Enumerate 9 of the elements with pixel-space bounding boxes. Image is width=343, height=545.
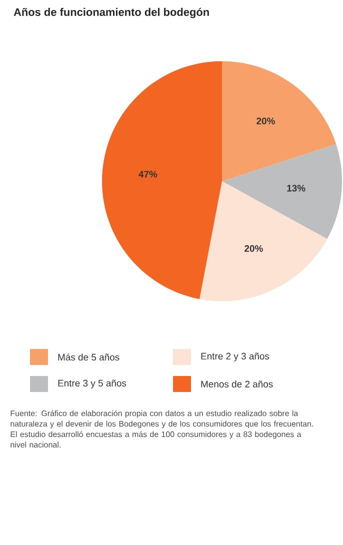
data-label: 13% — [287, 184, 306, 192]
legend-label: Entre 2 y 3 años — [201, 352, 270, 362]
data-label: 20% — [256, 118, 275, 124]
data-label: 20% — [244, 245, 263, 252]
data-label: 47% — [138, 170, 158, 178]
chart-title: Años de funcionamiento del bodegón — [14, 8, 209, 18]
legend-label: Menos de 2 años — [201, 380, 273, 388]
legend-label: Más de 5 años — [58, 353, 120, 361]
legend-label: Entre 3 y 5 años — [58, 380, 126, 388]
